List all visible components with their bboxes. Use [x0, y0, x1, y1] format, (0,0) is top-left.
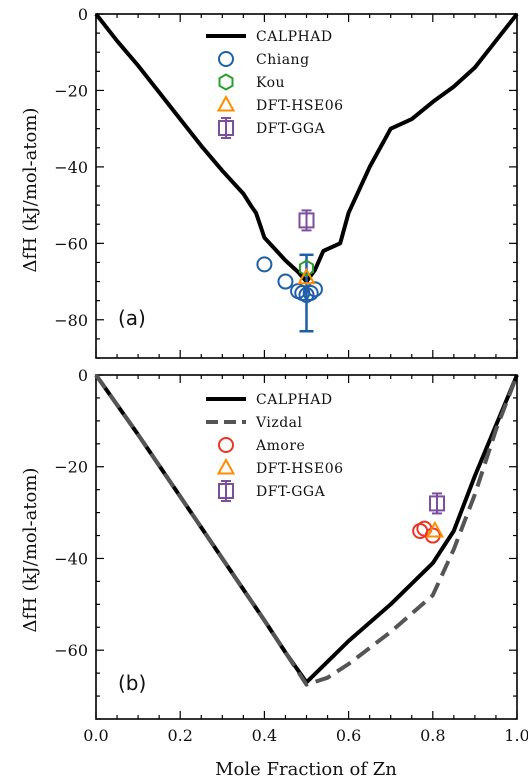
legend-chiang-handle — [218, 51, 234, 67]
chiang-errorbar — [299, 253, 314, 333]
legend-dft-gga-label: DFT-GGA — [256, 484, 326, 500]
panel-a-y-tick-label: −20 — [54, 81, 88, 100]
vizdal-line — [94, 373, 519, 687]
legend-dft-gga-label: DFT-GGA — [256, 121, 326, 137]
panel-b-x-tick-label: 1.0 — [504, 726, 528, 745]
legend-dft-hse06-label: DFT-HSE06 — [256, 98, 344, 114]
x-axis-label: Mole Fraction of Zn — [215, 759, 397, 780]
panel-b-label: (b) — [118, 671, 146, 695]
legend-dft-hse06-handle — [216, 94, 236, 112]
panel-b-x-tick-label: 0.6 — [336, 726, 361, 745]
panel-b-y-tick-label: −40 — [54, 549, 88, 568]
panel-b-y-tick-label: 0 — [78, 366, 88, 385]
legend-kou-handle — [218, 73, 234, 91]
legend-vizdal-label: Vizdal — [255, 415, 303, 431]
panel-a-label: (a) — [118, 306, 146, 330]
legend-dft-gga-handle — [218, 480, 234, 502]
panel-a-y-tick-labels: 0 −20 −40 −60 −80 — [54, 5, 88, 330]
panel-b-x-tick-label: 0.8 — [420, 726, 445, 745]
dft-hse06-point — [425, 520, 445, 538]
panel-b-y-tick-label: −20 — [54, 458, 88, 477]
legend-kou-label: Kou — [256, 75, 285, 91]
panel-b-x-tick-label: 0.2 — [167, 726, 192, 745]
panel-a-y-tick-label: −80 — [54, 311, 88, 330]
panel-b-x-tick-label: 0.0 — [83, 726, 108, 745]
panel-b-legend: CALPHAD Vizdal Amore DFT-HSE06 DFT-GGA — [206, 392, 344, 502]
kou-point — [299, 259, 314, 277]
panel-b-ticks — [95, 374, 518, 720]
legend-chiang-label: Chiang — [256, 52, 310, 68]
legend-amore-handle — [218, 437, 234, 453]
panel-a-legend: CALPHAD Chiang Kou DFT-HSE06 DFT-GGA — [206, 29, 344, 139]
panel-b-x-tick-labels: 0.0 0.2 0.4 0.6 0.8 1.0 — [83, 726, 528, 745]
dft-gga-point — [429, 492, 446, 515]
chiang-point — [256, 256, 273, 273]
panel-b: 0 −20 −40 −60 0.0 0.2 0.4 0.6 0.8 1.0 CALPHAD Viz… — [20, 366, 528, 745]
panel-a-y-tick-label: −40 — [54, 158, 88, 177]
chiang-point — [277, 273, 294, 290]
panel-b-y-tick-label: −60 — [54, 641, 88, 660]
panel-a: 0 −20 −40 −60 −80 CALPHAD Chiang Kou DFT-HSE06 D… — [20, 5, 519, 359]
legend-calphad-label: CALPHAD — [256, 29, 333, 45]
legend-dft-hse06-handle — [216, 457, 236, 475]
calphad-line — [94, 373, 519, 685]
panel-b-ylabel: ΔfH (kJ/mol-atom) — [20, 468, 41, 633]
panel-a-marks — [94, 12, 519, 333]
legend-dft-gga-handle — [218, 117, 234, 139]
panel-b-x-tick-label: 0.4 — [252, 726, 277, 745]
chiang-point — [306, 281, 323, 298]
panel-b-y-tick-labels: 0 −20 −40 −60 — [54, 366, 88, 660]
legend-amore-label: Amore — [255, 438, 305, 454]
panel-a-y-tick-label: −60 — [54, 234, 88, 253]
panel-a-ylabel: ΔfH (kJ/mol-atom) — [20, 108, 41, 273]
dft-hse06-point — [297, 267, 316, 285]
dft-gga-point — [298, 209, 315, 232]
panel-a-ticks — [95, 13, 518, 359]
legend-calphad-label: CALPHAD — [256, 392, 333, 408]
panel-b-marks — [94, 373, 519, 687]
legend-dft-hse06-label: DFT-HSE06 — [256, 461, 344, 477]
panel-a-y-tick-label: 0 — [78, 5, 88, 24]
chiang-point — [302, 285, 319, 302]
